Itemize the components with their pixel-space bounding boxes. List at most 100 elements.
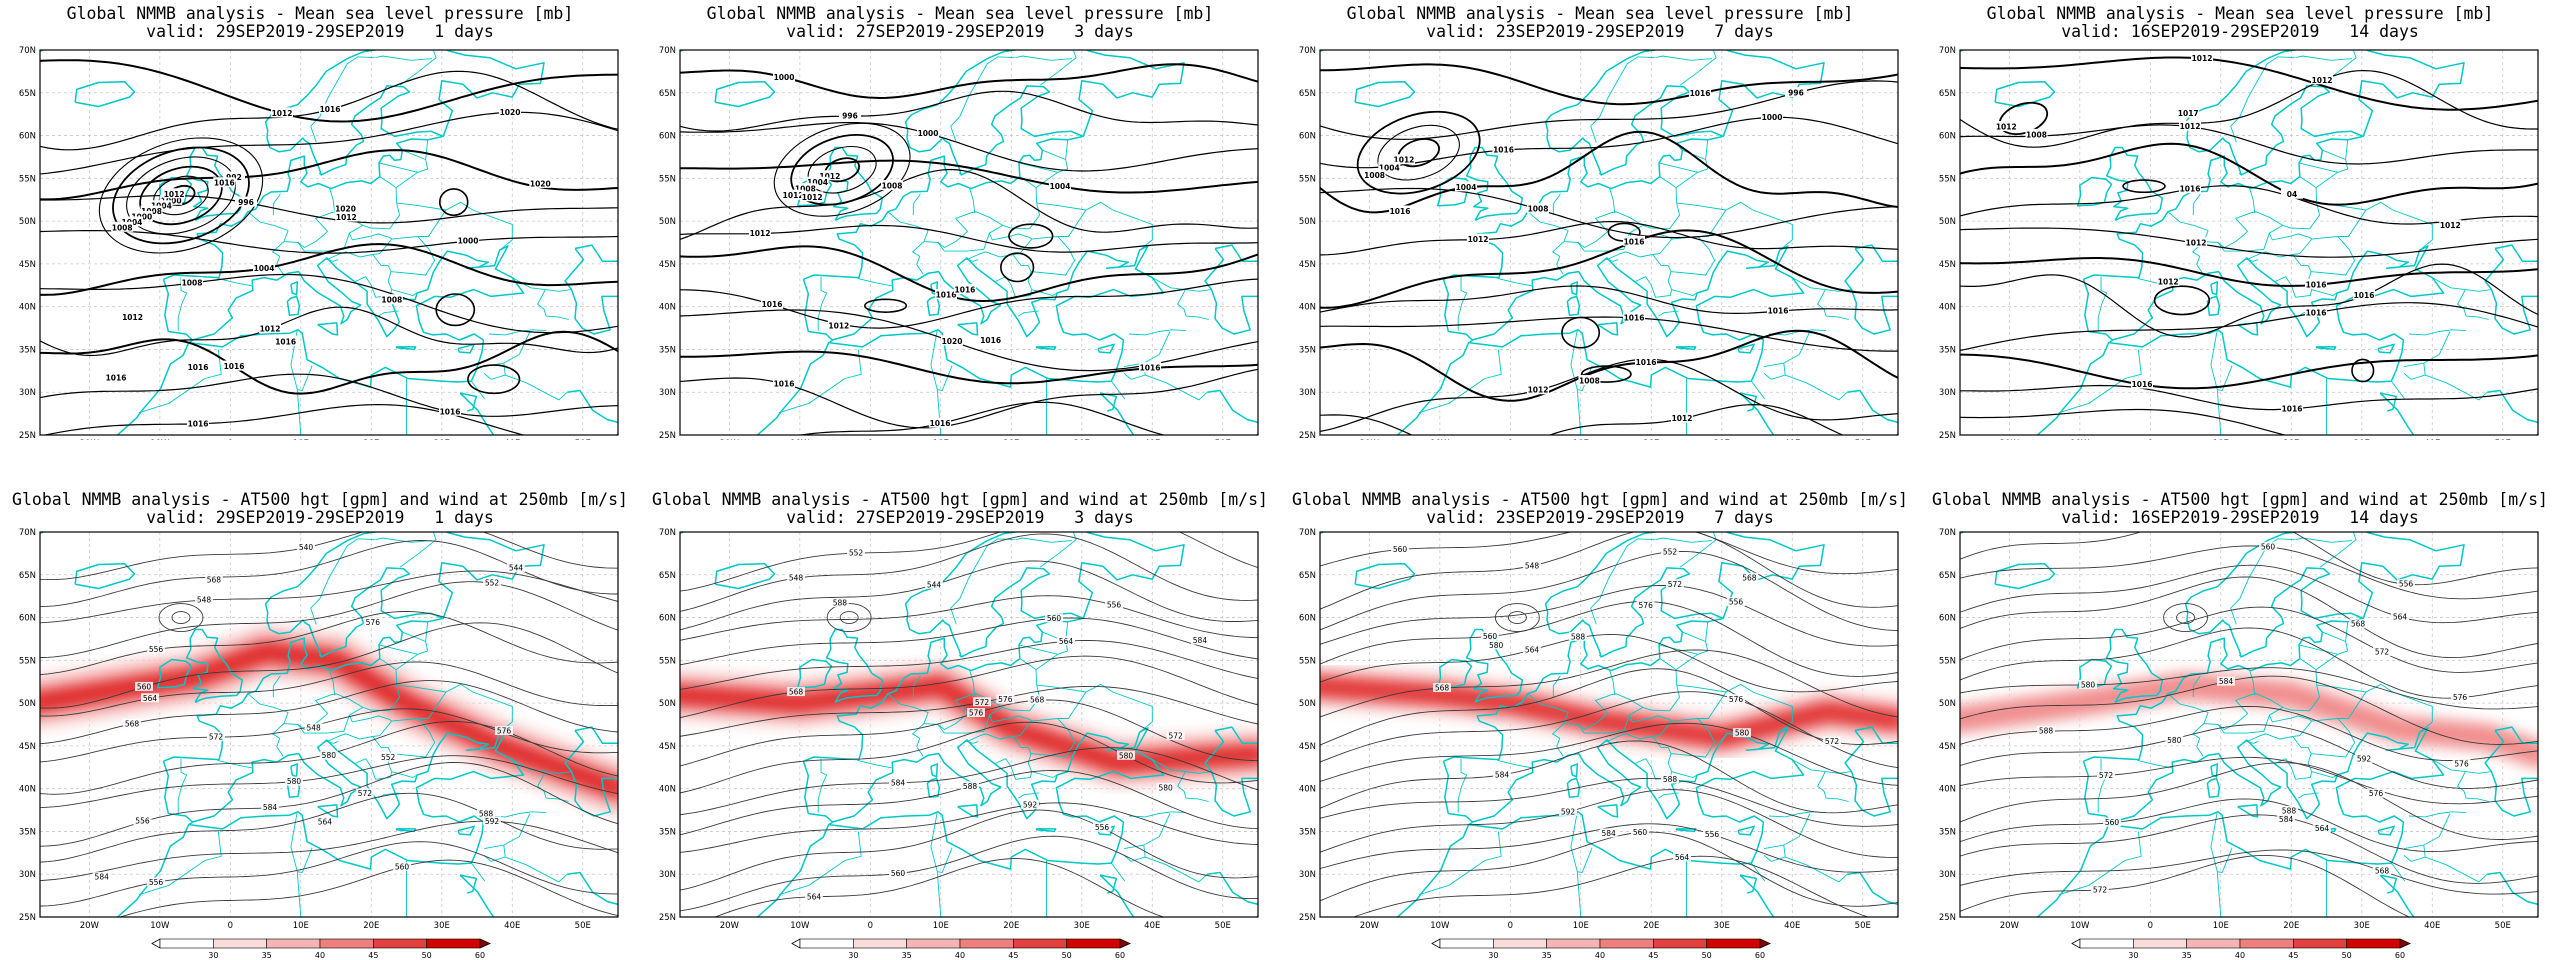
map-axes: 20W 10W 0 10E 20E 30E 40E 50E 25N 30N 35N 40N 45N 50N…: [659, 46, 1259, 440]
height-contour-line: [1320, 668, 1898, 746]
lat-tick-label: 25N: [1939, 913, 1956, 923]
isobar-label-bg: [2281, 402, 2303, 413]
lon-tick-label: 10E: [1573, 921, 1589, 931]
lat-tick-label: 25N: [659, 913, 676, 923]
lat-tick-label: 25N: [1299, 913, 1316, 923]
country-border: [2238, 172, 2242, 176]
country-border: [1145, 374, 1208, 401]
isobar-label-bg: [2179, 120, 2201, 131]
lat-tick-label: 70N: [1939, 46, 1956, 56]
height-label: 560: [1633, 828, 1648, 837]
country-border: [966, 232, 1033, 261]
country-border: [964, 258, 979, 262]
height-label-bg: [1636, 600, 1655, 610]
isobar-line: [1008, 223, 1054, 249]
country-border: [1606, 714, 1673, 743]
country-border: [1655, 537, 1712, 543]
isobar-line: [435, 293, 476, 327]
map-grid: [1960, 49, 2538, 436]
country-border: [537, 289, 569, 320]
lon-tick-label: 30E: [2354, 439, 2370, 440]
country-border: [2403, 845, 2426, 862]
lon-tick-label: 20W: [720, 921, 740, 931]
coastline: [188, 821, 194, 826]
height-label: 564: [2315, 824, 2330, 833]
coastline: [2358, 532, 2465, 619]
wind-shade-band: [1960, 678, 2538, 762]
isobar-label: 1016: [1690, 89, 1711, 98]
coastline: [828, 339, 834, 344]
coastline: [2105, 628, 2164, 703]
colorbar-box: [1066, 938, 1121, 949]
height-label-bg: [1661, 546, 1679, 556]
country-border: [488, 329, 547, 336]
country-border: [2249, 188, 2257, 214]
isobar-line: [1000, 252, 1035, 283]
coastline: [567, 389, 618, 435]
height-contour-line: [40, 708, 618, 763]
isobar-line: [2351, 358, 2375, 383]
lat-tick-label: 25N: [19, 431, 36, 440]
height-contour-line: [1320, 740, 1898, 814]
height-label: 564: [1525, 645, 1540, 654]
country-border: [930, 811, 942, 917]
coastline: [290, 763, 299, 778]
isobar-layer: [40, 59, 618, 435]
isobar-label-bg: [380, 294, 403, 305]
isobar-line: [680, 63, 1258, 99]
lon-tick-label: 0: [868, 921, 873, 931]
colorbar-box: [159, 938, 214, 949]
lat-tick-label: 35N: [659, 345, 676, 355]
map-frame: [1959, 531, 2539, 918]
isobar-label-bg: [529, 177, 552, 188]
country-border: [1552, 193, 1561, 216]
isobar-line: [1960, 56, 2538, 111]
lon-tick-label: 30E: [434, 439, 450, 440]
country-border: [512, 759, 572, 774]
isobar-label-bg: [2185, 237, 2207, 248]
isobar-label-bg: [187, 361, 210, 372]
height-label: 572: [1668, 580, 1683, 589]
country-border: [2292, 718, 2356, 758]
lat-tick-label: 40N: [659, 303, 676, 313]
height-label-bg: [315, 817, 334, 827]
colorbar-box: [213, 938, 267, 949]
isobar-label-bg: [1527, 203, 1549, 214]
country-border: [1042, 149, 1066, 160]
country-border: [1817, 771, 1849, 802]
country-border: [1658, 162, 1698, 173]
lat-tick-label: 55N: [19, 174, 36, 184]
coastline: [796, 658, 833, 689]
isobar-label-bg: [2305, 306, 2327, 317]
coastline: [825, 146, 884, 221]
height-label: 560: [137, 682, 152, 691]
isobar-line: [1320, 130, 1898, 214]
map-frame: [1319, 531, 1899, 918]
country-border: [2316, 201, 2433, 251]
country-border: [505, 374, 568, 401]
country-border: [483, 363, 506, 380]
colorbar-box: [1493, 938, 1547, 949]
isobar-line: [40, 149, 618, 201]
coastline: [438, 50, 545, 137]
isobar-label-bg: [839, 110, 861, 121]
map-frame: [679, 531, 1259, 918]
coastline: [438, 532, 545, 619]
map-grid: [680, 49, 1258, 436]
colorbar-box: [2239, 938, 2294, 949]
height-label-bg: [133, 816, 152, 826]
isobar-line: [40, 306, 618, 357]
country-border: [1671, 771, 1698, 778]
height-label: 592: [1023, 800, 1038, 809]
isobar-line: [1960, 227, 2538, 258]
isobar-label-bg: [130, 211, 153, 222]
isobar-label-bg: [827, 320, 850, 331]
country-border: [1659, 176, 1680, 230]
lon-tick-label: 50E: [575, 921, 591, 931]
isobar-label: 1016: [980, 336, 1001, 345]
country-border: [2244, 258, 2259, 262]
height-label: 592: [1561, 807, 1576, 816]
country-border: [1590, 56, 1655, 143]
country-border: [1577, 707, 1644, 734]
